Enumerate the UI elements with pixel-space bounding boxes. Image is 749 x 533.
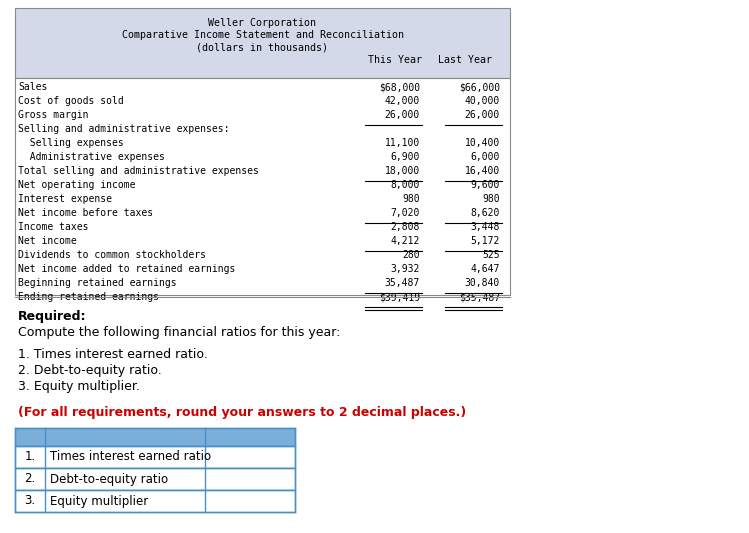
FancyBboxPatch shape bbox=[15, 78, 510, 295]
Text: 2,808: 2,808 bbox=[391, 222, 420, 232]
Text: Weller Corporation: Weller Corporation bbox=[208, 18, 317, 28]
Text: Selling expenses: Selling expenses bbox=[18, 138, 124, 148]
Text: 8,620: 8,620 bbox=[470, 208, 500, 218]
Text: Times interest earned ratio: Times interest earned ratio bbox=[50, 450, 211, 464]
Text: 35,487: 35,487 bbox=[385, 278, 420, 288]
Text: Total selling and administrative expenses: Total selling and administrative expense… bbox=[18, 166, 259, 176]
Text: 42,000: 42,000 bbox=[385, 96, 420, 106]
Text: Equity multiplier: Equity multiplier bbox=[50, 495, 148, 507]
Text: Net operating income: Net operating income bbox=[18, 180, 136, 190]
FancyBboxPatch shape bbox=[15, 428, 295, 446]
Text: Net income: Net income bbox=[18, 236, 76, 246]
Text: 40,000: 40,000 bbox=[464, 96, 500, 106]
Text: Gross margin: Gross margin bbox=[18, 110, 88, 120]
Text: 11,100: 11,100 bbox=[385, 138, 420, 148]
FancyBboxPatch shape bbox=[15, 490, 295, 512]
Text: 980: 980 bbox=[482, 194, 500, 204]
Text: 2.: 2. bbox=[25, 472, 36, 486]
Text: 26,000: 26,000 bbox=[385, 110, 420, 120]
Text: Last Year: Last Year bbox=[438, 55, 492, 65]
Text: 6,000: 6,000 bbox=[470, 152, 500, 162]
Text: Debt-to-equity ratio: Debt-to-equity ratio bbox=[50, 472, 168, 486]
Text: Selling and administrative expenses:: Selling and administrative expenses: bbox=[18, 124, 229, 134]
Text: Income taxes: Income taxes bbox=[18, 222, 88, 232]
Text: 8,000: 8,000 bbox=[391, 180, 420, 190]
Text: Compute the following financial ratios for this year:: Compute the following financial ratios f… bbox=[18, 326, 340, 339]
Text: 16,400: 16,400 bbox=[464, 166, 500, 176]
Text: Cost of goods sold: Cost of goods sold bbox=[18, 96, 124, 106]
Text: 980: 980 bbox=[402, 194, 420, 204]
Text: 280: 280 bbox=[402, 250, 420, 260]
Text: (dollars in thousands): (dollars in thousands) bbox=[196, 42, 329, 52]
FancyBboxPatch shape bbox=[15, 8, 510, 78]
Text: Required:: Required: bbox=[18, 310, 86, 323]
FancyBboxPatch shape bbox=[15, 468, 295, 490]
Text: 2. Debt-to-equity ratio.: 2. Debt-to-equity ratio. bbox=[18, 364, 162, 377]
Text: This Year: This Year bbox=[368, 55, 422, 65]
Text: 3.: 3. bbox=[25, 495, 35, 507]
Text: Beginning retained earnings: Beginning retained earnings bbox=[18, 278, 177, 288]
Text: 3,448: 3,448 bbox=[470, 222, 500, 232]
Text: 10,400: 10,400 bbox=[464, 138, 500, 148]
Text: $68,000: $68,000 bbox=[379, 82, 420, 92]
FancyBboxPatch shape bbox=[15, 446, 295, 468]
Text: 3. Equity multiplier.: 3. Equity multiplier. bbox=[18, 380, 140, 393]
Text: 4,647: 4,647 bbox=[470, 264, 500, 274]
Text: $35,487: $35,487 bbox=[459, 292, 500, 302]
Text: 525: 525 bbox=[482, 250, 500, 260]
Text: 6,900: 6,900 bbox=[391, 152, 420, 162]
Text: 18,000: 18,000 bbox=[385, 166, 420, 176]
Text: 9,600: 9,600 bbox=[470, 180, 500, 190]
Text: 3,932: 3,932 bbox=[391, 264, 420, 274]
Text: Net income before taxes: Net income before taxes bbox=[18, 208, 153, 218]
Text: Ending retained earnings: Ending retained earnings bbox=[18, 292, 159, 302]
Text: 4,212: 4,212 bbox=[391, 236, 420, 246]
Text: Net income added to retained earnings: Net income added to retained earnings bbox=[18, 264, 235, 274]
Text: 1. Times interest earned ratio.: 1. Times interest earned ratio. bbox=[18, 348, 207, 361]
Text: Interest expense: Interest expense bbox=[18, 194, 112, 204]
Text: 5,172: 5,172 bbox=[470, 236, 500, 246]
Text: Administrative expenses: Administrative expenses bbox=[18, 152, 165, 162]
Text: 7,020: 7,020 bbox=[391, 208, 420, 218]
Text: Dividends to common stockholders: Dividends to common stockholders bbox=[18, 250, 206, 260]
Text: Comparative Income Statement and Reconciliation: Comparative Income Statement and Reconci… bbox=[121, 30, 404, 40]
Text: (For all requirements, round your answers to 2 decimal places.): (For all requirements, round your answer… bbox=[18, 406, 466, 419]
Text: 30,840: 30,840 bbox=[464, 278, 500, 288]
Text: Sales: Sales bbox=[18, 82, 47, 92]
Text: 26,000: 26,000 bbox=[464, 110, 500, 120]
Text: $39,419: $39,419 bbox=[379, 292, 420, 302]
Text: 1.: 1. bbox=[25, 450, 36, 464]
Text: $66,000: $66,000 bbox=[459, 82, 500, 92]
